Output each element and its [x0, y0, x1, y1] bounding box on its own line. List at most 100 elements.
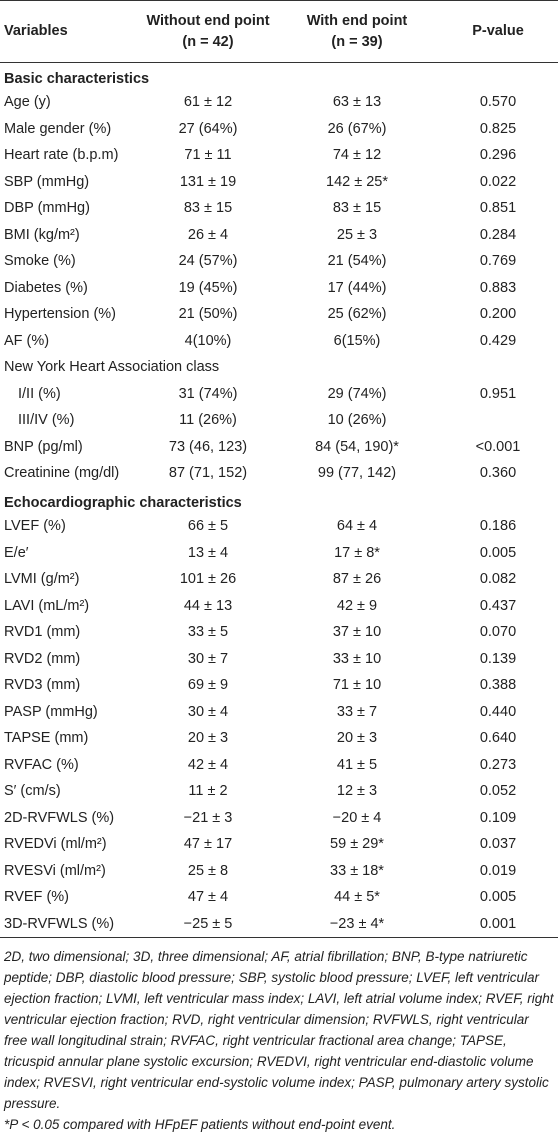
- cell: 0.070: [479, 624, 517, 641]
- cell: 11 (26%): [179, 412, 237, 429]
- row-label: AF (%): [4, 332, 50, 349]
- cell: 83 ± 15: [332, 200, 382, 217]
- cell: −25 ± 5: [140, 910, 276, 938]
- table-row: SBP (mmHg) 131 ± 19 142 ± 25* 0.022: [0, 169, 558, 196]
- row-label: Creatinine (mg/dl): [4, 465, 120, 482]
- cell: 0.052: [479, 783, 517, 800]
- table-body: Basic characteristics Age (y) 61 ± 12 63 ± …: [0, 63, 558, 938]
- cell: 0.284: [479, 226, 517, 243]
- cell: 99 (77, 142): [317, 465, 397, 482]
- cell: 0.437: [479, 597, 517, 614]
- cell: 25 ± 8: [187, 862, 229, 879]
- cell: 59 ± 29*: [330, 836, 384, 853]
- cell: 17 ± 8*: [334, 544, 380, 561]
- footnotes: 2D, two dimensional; 3D, three dimension…: [0, 938, 558, 1135]
- table-row: III/IV (%) 11 (26%) 10 (26%): [0, 407, 558, 434]
- row-label: 3D-RVFWLS (%): [0, 910, 140, 938]
- cell: 0.019: [479, 862, 517, 879]
- cell: 20 ± 3: [187, 730, 229, 747]
- table-row: LAVI (mL/m²) 44 ± 13 42 ± 9 0.437: [0, 593, 558, 620]
- significance-note: *P < 0.05 compared with HFpEF patients w…: [4, 1116, 396, 1132]
- cell: 33 ± 18*: [330, 862, 384, 879]
- cell: 69 ± 9: [187, 677, 229, 694]
- cell: 44 ± 13: [183, 597, 233, 614]
- cell: 19 (45%): [178, 279, 238, 296]
- table-row: Age (y) 61 ± 12 63 ± 13 0.570: [0, 89, 558, 116]
- cell: 25 (62%): [327, 306, 387, 323]
- table-row: DBP (mmHg) 83 ± 15 83 ± 15 0.851: [0, 195, 558, 222]
- cell: 24 (57%): [178, 253, 238, 270]
- cell: 20 ± 3: [336, 730, 378, 747]
- cell: 31 (74%): [178, 385, 238, 402]
- cell: 0.388: [479, 677, 517, 694]
- row-label: SBP (mmHg): [4, 173, 90, 190]
- table-row: Smoke (%) 24 (57%) 21 (54%) 0.769: [0, 248, 558, 275]
- cell: 0.186: [479, 518, 517, 535]
- cell: 0.022: [479, 173, 517, 190]
- cell: 26 ± 4: [187, 226, 229, 243]
- table-row: S′ (cm/s) 11 ± 2 12 ± 3 0.052: [0, 778, 558, 805]
- table-row: I/II (%) 31 (74%) 29 (74%) 0.951: [0, 381, 558, 408]
- row-label: BMI (kg/m²): [4, 226, 80, 243]
- cell: 33 ± 5: [187, 624, 229, 641]
- cell: 131 ± 19: [179, 173, 237, 190]
- section-title: Echocardiographic characteristics: [4, 494, 242, 511]
- cell: 0.883: [479, 279, 517, 296]
- cell: 0.296: [479, 147, 517, 164]
- table-row: AF (%) 4(10%) 6(15%) 0.429: [0, 328, 558, 355]
- cell: 44 ± 5*: [334, 889, 380, 906]
- cell: 47 ± 17: [183, 836, 233, 853]
- footnote: 2D, two dimensional; 3D, three dimension…: [4, 948, 554, 1111]
- cell: 84 (54, 190)*: [315, 438, 399, 455]
- cell: −23 ± 4*: [276, 910, 438, 938]
- table-row: 3D-RVFWLS (%) −25 ± 5 −23 ± 4* 0.001: [0, 910, 558, 938]
- header-text: P-value: [472, 23, 524, 39]
- table-row: RVEF (%) 47 ± 4 44 ± 5* 0.005: [0, 884, 558, 911]
- group-label: New York Heart Association class: [4, 359, 220, 376]
- cell: 21 (54%): [327, 253, 387, 270]
- row-label: Age (y): [4, 94, 51, 111]
- cell: 0.769: [479, 253, 517, 270]
- cell: 25 ± 3: [336, 226, 378, 243]
- table-row: Heart rate (b.p.m) 71 ± 11 74 ± 12 0.296: [0, 142, 558, 169]
- cell: 0.273: [479, 756, 517, 773]
- header-cell: With end point (n = 39): [276, 0, 438, 63]
- table-row: E/e′ 13 ± 4 17 ± 8* 0.005: [0, 540, 558, 567]
- table-row: LVEF (%) 66 ± 5 64 ± 4 0.186: [0, 513, 558, 540]
- header-cell: Without end point (n = 42): [140, 0, 276, 63]
- cell: 30 ± 7: [187, 650, 229, 667]
- header-text: Variables: [4, 23, 68, 39]
- row-label: RVD2 (mm): [4, 650, 81, 667]
- table-row: 2D-RVFWLS (%) −21 ± 3 −20 ± 4 0.109: [0, 805, 558, 832]
- cell: 0.440: [479, 703, 517, 720]
- table-row: Creatinine (mg/dl) 87 (71, 152) 99 (77, 14…: [0, 460, 558, 487]
- row-label: RVEDVi (ml/m²): [4, 836, 107, 853]
- table-row: Diabetes (%) 19 (45%) 17 (44%) 0.883: [0, 275, 558, 302]
- row-label: Male gender (%): [4, 120, 112, 137]
- cell: 0.005: [479, 889, 517, 906]
- cell: 0.360: [479, 465, 517, 482]
- table-row: PASP (mmHg) 30 ± 4 33 ± 7 0.440: [0, 699, 558, 726]
- cell: 0.005: [479, 544, 517, 561]
- cell: 33 ± 10: [332, 650, 382, 667]
- header-n: (n = 42): [182, 33, 234, 50]
- cell: 0.001: [438, 910, 558, 938]
- table-row: RVFAC (%) 42 ± 4 41 ± 5 0.273: [0, 752, 558, 779]
- cell: 73 (46, 123): [168, 438, 248, 455]
- cell: 0.082: [479, 571, 517, 588]
- cell: 0.200: [479, 306, 517, 323]
- cell: 0.951: [479, 385, 517, 402]
- table-row: Male gender (%) 27 (64%) 26 (67%) 0.825: [0, 116, 558, 143]
- table-row: BMI (kg/m²) 26 ± 4 25 ± 3 0.284: [0, 222, 558, 249]
- cell: 41 ± 5: [336, 756, 378, 773]
- header-cell: P-value: [438, 0, 558, 63]
- cell: 4(10%): [184, 332, 232, 349]
- cell: 27 (64%): [178, 120, 238, 137]
- section-row: Basic characteristics: [0, 63, 558, 90]
- cell: 10 (26%): [327, 412, 387, 429]
- table-header: Variables Without end point (n = 42) With…: [0, 0, 558, 63]
- cell: 0.851: [479, 200, 517, 217]
- cell: 101 ± 26: [179, 571, 237, 588]
- cell: −21 ± 3: [183, 809, 233, 826]
